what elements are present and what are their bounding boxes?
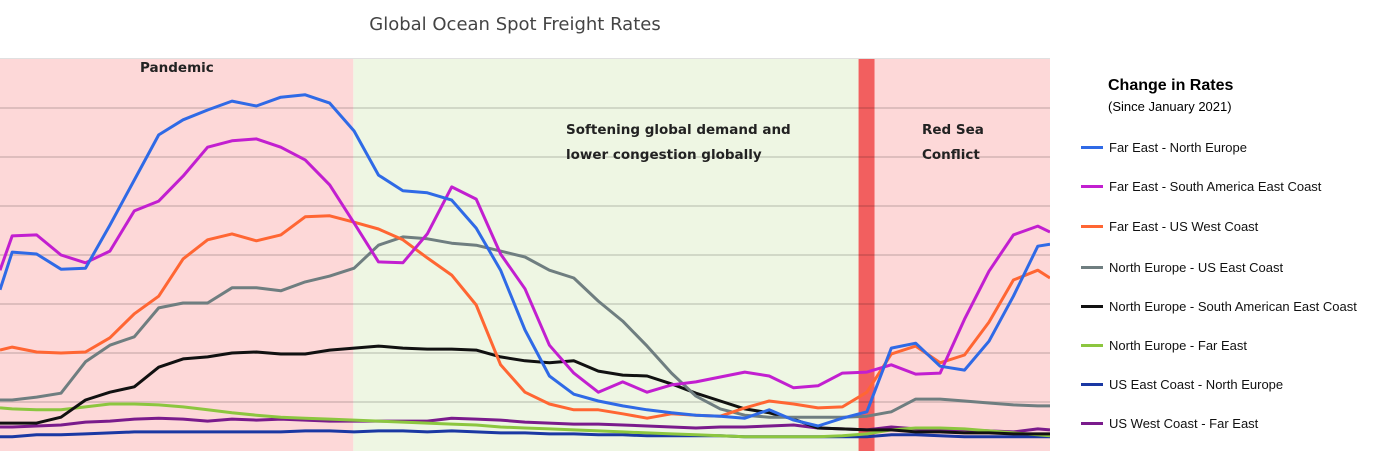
legend-swatch: [1081, 184, 1103, 188]
legend-swatch: [1081, 382, 1103, 386]
region-band-1: [353, 58, 859, 451]
region-label-red-sea: Red Sea Conflict: [922, 122, 984, 163]
legend-item: Far East - US West Coast: [1081, 218, 1258, 234]
chart-title: Global Ocean Spot Freight Rates: [369, 14, 661, 35]
region-band-2: [858, 58, 875, 451]
series-line-north-europe-south-american-east-coast: [0, 344, 1050, 436]
legend-item: North Europe - US East Coast: [1081, 259, 1283, 275]
legend-item: Far East - North Europe: [1081, 139, 1247, 155]
legend-item: US East Coast - North Europe: [1081, 376, 1283, 392]
legend-subtitle: (Since January 2021): [1108, 99, 1232, 114]
legend-label: US West Coast - Far East: [1109, 415, 1259, 431]
legend-title: Change in Rates: [1108, 77, 1234, 94]
legend-label: Far East - North Europe: [1109, 139, 1247, 155]
legend-item: US West Coast - Far East: [1081, 415, 1258, 431]
legend-label: Far East - South America East Coast: [1109, 178, 1322, 194]
series-lines: [0, 93, 1050, 439]
legend-item: Far East - South America East Coast: [1081, 178, 1321, 194]
plot-area: [0, 58, 1050, 451]
series-line-north-europe-us-east-coast: [0, 235, 1050, 419]
region-label-pandemic: Pandemic: [140, 60, 214, 76]
series-line-us-east-coast-north-europe: [0, 429, 1050, 439]
legend-swatch: [1081, 224, 1103, 228]
legend-label: US East Coast - North Europe: [1109, 376, 1284, 392]
legend-label: North Europe - Far East: [1109, 337, 1247, 353]
legend-item: North Europe - South American East Coast: [1081, 298, 1357, 314]
legend-label: North Europe - US East Coast: [1109, 259, 1284, 275]
series-line-far-east-north-europe: [0, 93, 1050, 428]
region-band-3: [874, 58, 1050, 451]
legend-swatch: [1081, 265, 1103, 269]
legend-item: North Europe - Far East: [1081, 337, 1247, 353]
legend-swatch: [1081, 421, 1103, 425]
legend-swatch: [1081, 343, 1103, 347]
region-label-softening: Softening global demand and lower conges…: [566, 122, 791, 163]
series-line-us-west-coast-far-east: [0, 416, 1050, 434]
legend-label: Far East - US West Coast: [1109, 218, 1259, 234]
legend-swatch: [1081, 304, 1103, 308]
legend-swatch: [1081, 145, 1103, 149]
legend-label: North Europe - South American East Coast: [1109, 298, 1357, 314]
